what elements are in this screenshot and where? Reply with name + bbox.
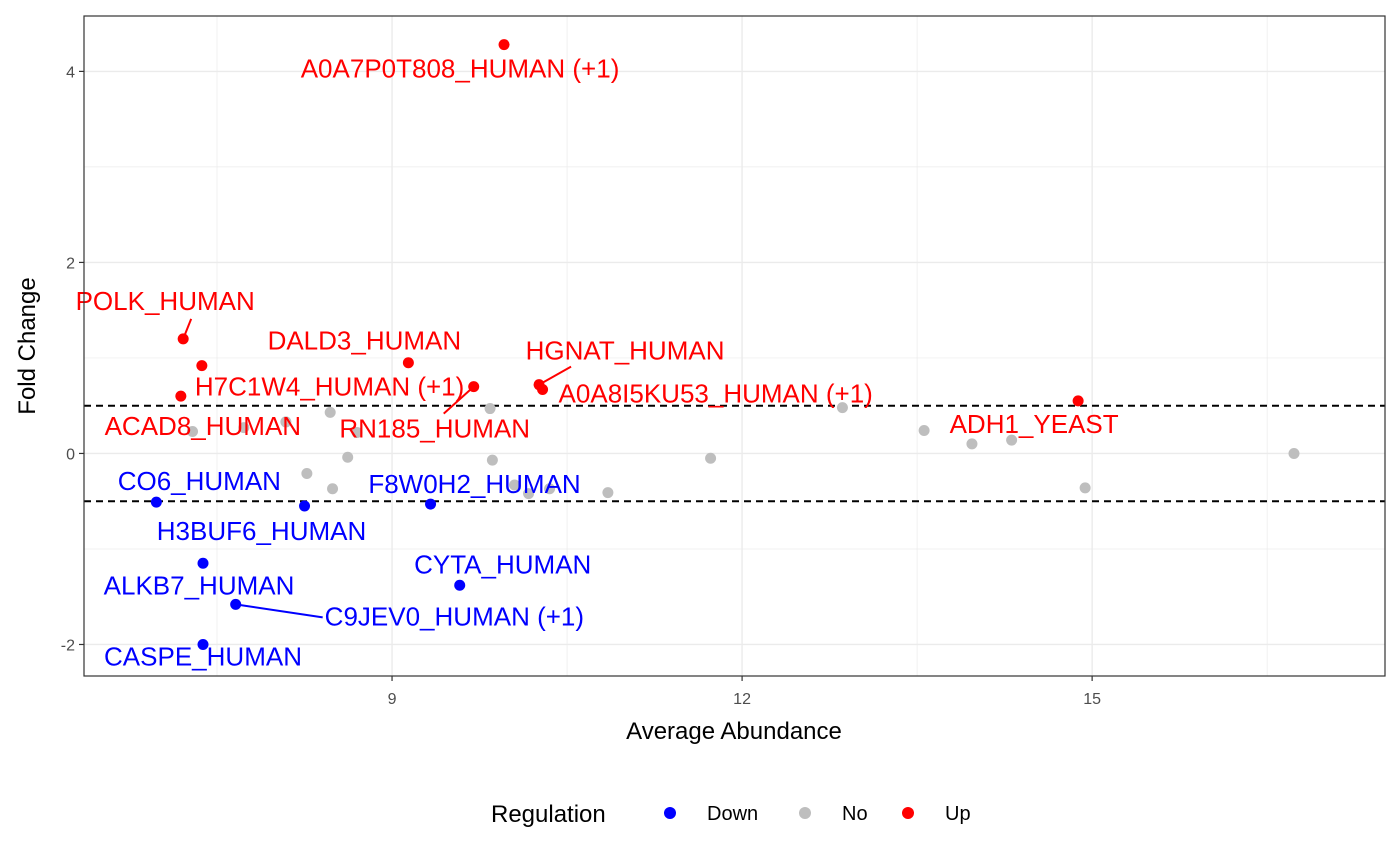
data-point-no bbox=[966, 438, 978, 450]
x-axis-ticks: 9 12 15 bbox=[388, 676, 1101, 708]
y-axis-title: Fold Change bbox=[14, 277, 41, 414]
data-point-no bbox=[351, 426, 363, 438]
data-point-no bbox=[484, 403, 496, 415]
point-label: HGNAT_HUMAN bbox=[526, 336, 725, 366]
data-point-up bbox=[196, 360, 208, 372]
point-label: C9JEV0_HUMAN (+1) bbox=[325, 601, 584, 631]
point-label: CO6_HUMAN bbox=[118, 466, 281, 496]
legend-key-no bbox=[799, 807, 811, 819]
data-point-up bbox=[468, 381, 480, 393]
data-point-up bbox=[1072, 395, 1084, 407]
label-connectors bbox=[182, 318, 572, 619]
data-point-no bbox=[486, 454, 498, 466]
point-label: F8W0H2_HUMAN bbox=[368, 469, 580, 499]
y-tick-label: 2 bbox=[66, 255, 75, 272]
data-point-no bbox=[705, 452, 717, 464]
threshold-lines bbox=[84, 404, 1385, 503]
point-label: DALD3_HUMAN bbox=[268, 326, 462, 356]
data-point-no bbox=[342, 451, 354, 463]
data-point-no bbox=[301, 468, 313, 480]
legend-title: Regulation bbox=[491, 801, 606, 828]
x-tick-label: 9 bbox=[388, 691, 397, 708]
data-point-no bbox=[324, 406, 336, 418]
data-point-no bbox=[238, 422, 250, 434]
y-axis-ticks: -2 0 2 4 bbox=[61, 64, 84, 654]
data-point-down bbox=[425, 498, 437, 510]
data-point-no bbox=[509, 479, 521, 491]
data-point-no bbox=[1006, 434, 1018, 446]
y-tick-label: -2 bbox=[61, 637, 75, 654]
data-point-no bbox=[918, 425, 930, 437]
panel-border bbox=[83, 15, 1386, 677]
data-point-up bbox=[498, 39, 510, 51]
data-point-up bbox=[537, 383, 549, 395]
y-tick-label: 0 bbox=[66, 446, 75, 463]
point-labels: A0A7P0T808_HUMAN (+1) POLK_HUMAN H7C1W4_HU… bbox=[76, 54, 1119, 672]
data-point-up bbox=[175, 390, 187, 402]
legend: Regulation Down No Up bbox=[491, 801, 971, 828]
data-point-down bbox=[197, 557, 209, 569]
point-label: RN185_HUMAN bbox=[339, 414, 530, 444]
legend-key-down bbox=[664, 807, 676, 819]
legend-key-up bbox=[902, 807, 914, 819]
data-point-no bbox=[327, 483, 339, 495]
data-point-down bbox=[454, 579, 466, 591]
point-label: H7C1W4_HUMAN (+1) bbox=[195, 372, 464, 402]
point-label: CASPE_HUMAN bbox=[104, 641, 302, 671]
label-connector bbox=[443, 385, 475, 415]
label-connector bbox=[235, 603, 323, 619]
x-tick-label: 12 bbox=[733, 691, 751, 708]
label-connector bbox=[538, 365, 572, 386]
data-point-no bbox=[523, 488, 535, 500]
data-point-no bbox=[836, 402, 848, 414]
point-label: H3BUF6_HUMAN bbox=[157, 516, 367, 546]
data-point-no bbox=[544, 483, 556, 495]
data-points bbox=[150, 39, 1300, 650]
data-point-up bbox=[177, 333, 189, 345]
point-label: A0A8I5KU53_HUMAN (+1) bbox=[559, 378, 873, 408]
data-point-down bbox=[299, 500, 311, 512]
point-label: CYTA_HUMAN bbox=[414, 549, 591, 579]
point-label: ADH1_YEAST bbox=[950, 409, 1119, 439]
data-point-no bbox=[1079, 482, 1091, 494]
data-point-no bbox=[1288, 447, 1300, 459]
data-point-no bbox=[187, 425, 199, 437]
data-point-no bbox=[602, 487, 614, 499]
point-label: ACAD8_HUMAN bbox=[105, 411, 302, 441]
legend-label: Up bbox=[945, 803, 971, 825]
panel-background bbox=[84, 16, 1385, 676]
legend-label: No bbox=[842, 803, 868, 825]
point-label: POLK_HUMAN bbox=[76, 286, 255, 316]
x-tick-label: 15 bbox=[1083, 691, 1101, 708]
data-point-no bbox=[280, 416, 292, 428]
point-label: ALKB7_HUMAN bbox=[104, 570, 295, 600]
x-axis-title: Average Abundance bbox=[626, 718, 842, 745]
point-label: A0A7P0T808_HUMAN (+1) bbox=[301, 54, 620, 84]
y-tick-label: 4 bbox=[66, 64, 75, 81]
data-point-down bbox=[197, 638, 209, 650]
data-point-down bbox=[150, 496, 162, 508]
legend-label: Down bbox=[707, 803, 758, 825]
gridlines bbox=[84, 16, 1385, 676]
data-point-down bbox=[230, 598, 242, 610]
data-point-up bbox=[402, 357, 414, 369]
